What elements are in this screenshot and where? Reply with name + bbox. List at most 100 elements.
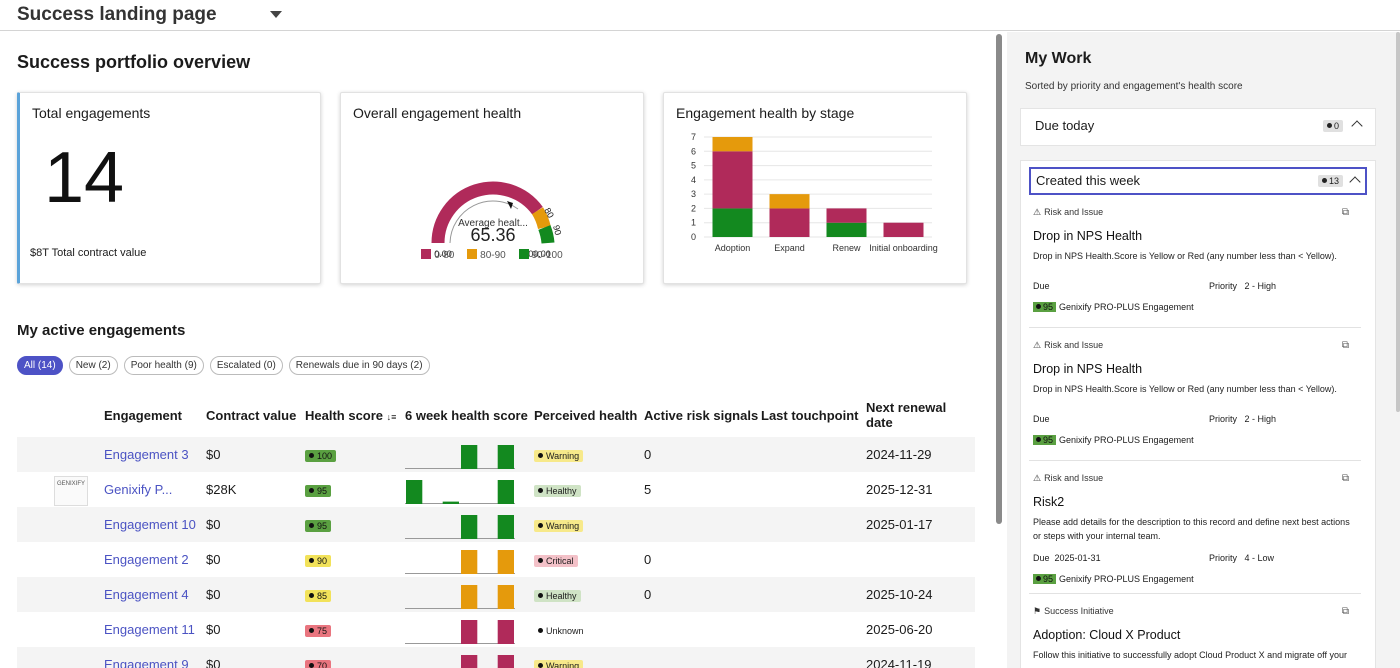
chevron-down-icon[interactable] [270, 11, 282, 18]
engagement-name[interactable]: Engagement 11 [104, 612, 206, 647]
col-6-week[interactable]: 6 week health score [405, 407, 528, 423]
gauge-pointer [507, 201, 513, 209]
engagement-name[interactable]: Genixify P... [104, 472, 206, 507]
chevron-up-icon[interactable] [1349, 176, 1361, 188]
engagement-link[interactable]: Engagement 10 [104, 517, 196, 532]
health-score-badge: 95 [305, 485, 332, 497]
col-risk-signals[interactable]: Active risk signals [644, 407, 759, 423]
table-row[interactable]: Engagement 2 $0 90 Critical 0 [17, 542, 975, 577]
health-by-stage-card[interactable]: Engagement health by stage 0 1 2 3 4 5 6 7 Adopt… [663, 92, 967, 284]
engagement-link[interactable]: Engagement 4 [104, 587, 189, 602]
six-week-cell [405, 542, 534, 577]
x-tick-label: Expand [774, 243, 805, 253]
col-renewal-date[interactable]: Next renewal date [866, 400, 947, 430]
work-item-title[interactable]: Risk2 [1033, 495, 1065, 509]
gauge-min: 0.00 [434, 249, 452, 259]
work-item[interactable]: ⚠ Risk and Issue ⧉ Drop in NPS Health Dro… [1029, 340, 1361, 461]
work-item-title[interactable]: Drop in NPS Health [1033, 229, 1143, 243]
legend-item[interactable]: 90-100 [518, 249, 563, 261]
table-row[interactable]: Engagement 3 $0 100 Warning 0 2024-11-29 [17, 437, 975, 472]
gauge-label: Average healt... [458, 218, 528, 229]
table-row[interactable]: GENIXIFY Genixify P... $28K 95 Healthy 5 2025-… [17, 472, 975, 507]
legend-item[interactable]: 80-90 [467, 249, 506, 261]
perceived-health-cell: Healthy [534, 577, 644, 612]
bar-segment [712, 208, 753, 237]
bar-segment [712, 137, 753, 152]
perceived-health-cell: Warning [534, 647, 644, 668]
sparkline-bar [497, 444, 514, 469]
top-bar: Success landing page [0, 0, 1400, 31]
col-engagement[interactable]: Engagement [104, 407, 183, 423]
col-health-score-label: Health score [305, 407, 384, 423]
due-today-label: Due today [1035, 118, 1095, 133]
work-item-engagement[interactable]: 95 Genixify PRO-PLUS Engagement [1033, 574, 1194, 584]
last-touchpoint [761, 577, 866, 612]
total-engagements-card[interactable]: Total engagements 14 $8T Total contract … [17, 92, 321, 284]
created-this-week-label: Created this week [1036, 173, 1141, 188]
logo-cell [17, 542, 104, 577]
table-row[interactable]: Engagement 10 $0 95 Warning 2025-01-17 [17, 507, 975, 542]
table-row[interactable]: Engagement 11 $0 75 Unknown 2025-06-20 [17, 612, 975, 647]
last-touchpoint [761, 437, 866, 472]
col-health-score[interactable]: Health score ↓≡ [305, 394, 405, 437]
engagement-link[interactable]: Genixify P... [104, 482, 173, 497]
created-this-week-header[interactable]: Created this week 13 [1029, 167, 1367, 195]
gauge-value: 65.36 [470, 225, 515, 245]
filter-new[interactable]: New (2) [68, 356, 118, 375]
engagement-link[interactable]: Engagement 9 [104, 657, 189, 668]
six-week-cell [405, 472, 534, 507]
filter-renewals[interactable]: Renewals due in 90 days (2) [288, 356, 430, 375]
company-logo: GENIXIFY [54, 476, 88, 506]
work-item-title[interactable]: Adoption: Cloud X Product [1033, 628, 1181, 642]
work-item-title[interactable]: Drop in NPS Health [1033, 362, 1143, 376]
overall-health-card[interactable]: Overall engagement health Average healt.… [340, 92, 644, 284]
six-week-cell [405, 577, 534, 612]
my-work-panel: My Work Sorted by priority and engagemen… [1007, 32, 1400, 668]
gauge-band-0-80 [431, 181, 543, 244]
legend-swatch [421, 249, 432, 259]
health-score-badge: 75 [305, 625, 332, 637]
col-last-touchpoint[interactable]: Last touchpoint [761, 407, 859, 423]
open-external-icon[interactable]: ⧉ [1341, 340, 1349, 351]
sort-desc-icon[interactable]: ↓≡ [386, 411, 397, 422]
engagement-link[interactable]: Engagement 11 [104, 622, 195, 637]
col-perceived-health[interactable]: Perceived health [534, 407, 638, 423]
sparkline-bar [497, 619, 514, 644]
legend-item[interactable]: 0-80 [421, 249, 454, 261]
work-item[interactable]: ⚠ Risk and Issue ⧉ Drop in NPS Health Dro… [1029, 207, 1361, 328]
work-item-type: ⚠ Risk and Issue [1033, 207, 1104, 217]
engagement-name[interactable]: Engagement 2 [104, 542, 206, 577]
filter-all[interactable]: All (14) [17, 356, 63, 375]
engagement-name[interactable]: Engagement 3 [104, 437, 206, 472]
due-today-header[interactable]: Due today 0 [1021, 109, 1375, 143]
sparkline-bar [442, 501, 459, 504]
table-row[interactable]: Engagement 4 $0 85 Healthy 0 2025-10-24 [17, 577, 975, 612]
engagement-link[interactable]: Engagement 3 [104, 447, 189, 462]
table-row[interactable]: Engagement 9 $0 70 Warning 2024-11-19 [17, 647, 975, 668]
open-external-icon[interactable]: ⧉ [1341, 473, 1349, 484]
logo-cell: GENIXIFY [17, 472, 104, 507]
open-external-icon[interactable]: ⧉ [1341, 207, 1349, 218]
work-item[interactable]: ⚑ Success Initiative ⧉ Adoption: Cloud X … [1029, 606, 1361, 668]
work-item-engagement[interactable]: 95 Genixify PRO-PLUS Engagement [1033, 302, 1194, 312]
y-tick-label: 0 [691, 232, 696, 242]
six-week-sparkline [461, 654, 514, 668]
health-score-badge: 95 [1033, 574, 1057, 584]
filter-escalated[interactable]: Escalated (0) [209, 356, 283, 375]
work-item-engagement[interactable]: 95 Genixify PRO-PLUS Engagement [1033, 435, 1194, 445]
chevron-up-icon[interactable] [1351, 120, 1363, 132]
open-external-icon[interactable]: ⧉ [1341, 606, 1349, 617]
col-contract-value[interactable]: Contract value [206, 407, 297, 423]
legend-label: 80-90 [480, 250, 506, 261]
engagement-name[interactable]: Engagement 4 [104, 577, 206, 612]
panel-scrollbar[interactable] [1396, 32, 1400, 412]
engagement-name[interactable]: Engagement 9 [104, 647, 206, 668]
work-item[interactable]: ⚠ Risk and Issue ⧉ Risk2 Please add detai… [1029, 473, 1361, 594]
due-today-section: Due today 0 [1020, 108, 1376, 146]
engagement-link[interactable]: Engagement 2 [104, 552, 189, 567]
filter-poor-health[interactable]: Poor health (9) [123, 356, 204, 375]
logo-cell [17, 507, 104, 542]
main-scrollbar[interactable] [996, 34, 1002, 524]
engagement-name[interactable]: Engagement 10 [104, 507, 206, 542]
y-tick-label: 7 [691, 132, 696, 142]
